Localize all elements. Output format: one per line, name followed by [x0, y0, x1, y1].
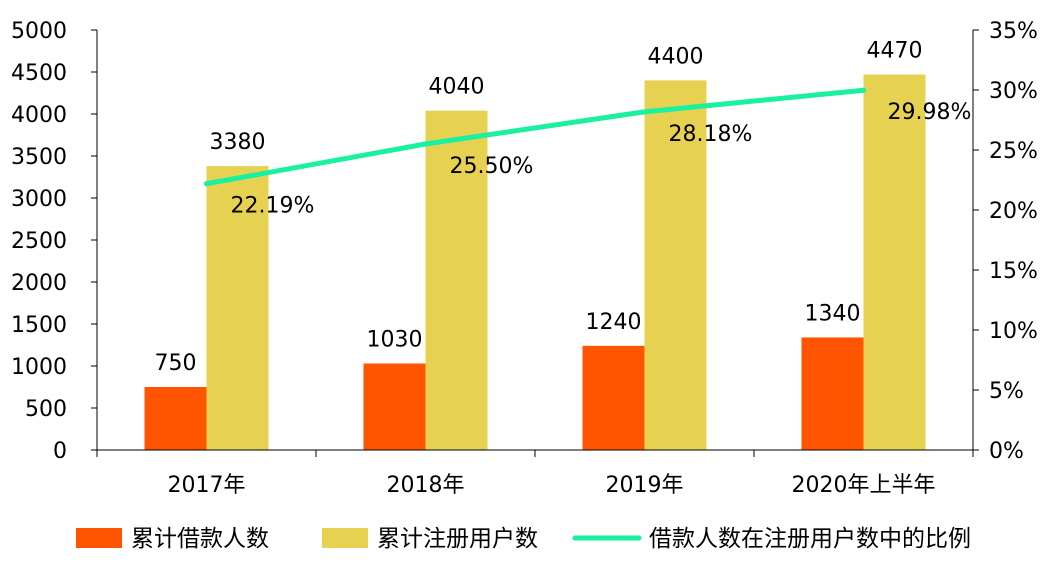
bars [144, 74, 926, 451]
bar-value-label: 4470 [867, 39, 923, 64]
ratio-point [204, 181, 209, 187]
right-tick-label: 5% [989, 379, 1024, 404]
right-tick-label: 30% [989, 79, 1038, 104]
bar-value-label: 1340 [805, 301, 861, 326]
bar [363, 363, 426, 450]
ratio-line-path [204, 87, 866, 187]
legend-label: 累计借款人数 [131, 526, 269, 552]
left-tick-label: 0 [53, 439, 67, 464]
ratio-value-label: 25.50% [450, 154, 534, 179]
left-tick-label: 1000 [11, 355, 67, 380]
left-tick-label: 2000 [11, 271, 67, 296]
legend-swatch [76, 528, 122, 548]
left-tick-label: 4000 [11, 103, 67, 128]
left-tick-label: 1500 [11, 313, 67, 338]
right-axis-ticks: 0% 5% 10% 15% 20% 25% 30% 35% [973, 19, 1038, 464]
left-tick-label: 4500 [11, 61, 67, 86]
ratio-value-label: 29.98% [888, 100, 972, 125]
ratio-value-label: 28.18% [669, 122, 753, 147]
bar-value-label: 4040 [429, 75, 485, 100]
bar-value-label: 4400 [648, 44, 704, 69]
ratio-point [642, 109, 647, 115]
right-tick-label: 10% [989, 319, 1038, 344]
legend-label: 累计注册用户数 [377, 526, 538, 552]
left-tick-label: 500 [25, 397, 67, 422]
ratio-point [423, 141, 428, 147]
legend: 累计借款人数 累计注册用户数 借款人数在注册用户数中的比例 [76, 526, 971, 552]
right-tick-label: 25% [989, 139, 1038, 164]
category-labels: 2017年 2018年 2019年 2020年上半年 [168, 473, 936, 498]
left-axis-ticks: 0 500 1000 1500 2000 2500 3000 3500 4000 4500 5000 [11, 19, 97, 464]
right-tick-label: 20% [989, 199, 1038, 224]
bar [801, 337, 864, 450]
data-labels: 750 3380 1030 4040 1240 4400 1340 4470 22.19% 25.… [155, 39, 972, 376]
ratio-line [204, 87, 866, 187]
right-tick-label: 0% [989, 439, 1024, 464]
legend-swatch [322, 528, 368, 548]
left-tick-label: 3000 [11, 187, 67, 212]
bar-value-label: 1240 [586, 310, 642, 335]
ratio-point [861, 87, 866, 93]
ratio-value-label: 22.19% [231, 194, 315, 219]
category-label: 2020年上半年 [792, 473, 936, 498]
bar [644, 80, 707, 451]
category-label: 2019年 [606, 473, 684, 498]
right-tick-label: 15% [989, 259, 1038, 284]
bar-value-label: 750 [155, 351, 197, 376]
bar-value-label: 3380 [210, 130, 266, 155]
bar [425, 110, 488, 450]
left-tick-label: 5000 [11, 19, 67, 44]
left-tick-label: 3500 [11, 145, 67, 170]
axes [96, 30, 974, 457]
legend-label: 借款人数在注册用户数中的比例 [649, 526, 971, 552]
bar [582, 345, 645, 450]
left-tick-label: 2500 [11, 229, 67, 254]
bar-value-label: 1030 [367, 327, 423, 352]
category-label: 2017年 [168, 473, 246, 498]
right-tick-label: 35% [989, 19, 1038, 44]
bar [863, 74, 926, 451]
bar [206, 166, 269, 450]
category-label: 2018年 [387, 473, 465, 498]
bar [144, 387, 207, 450]
